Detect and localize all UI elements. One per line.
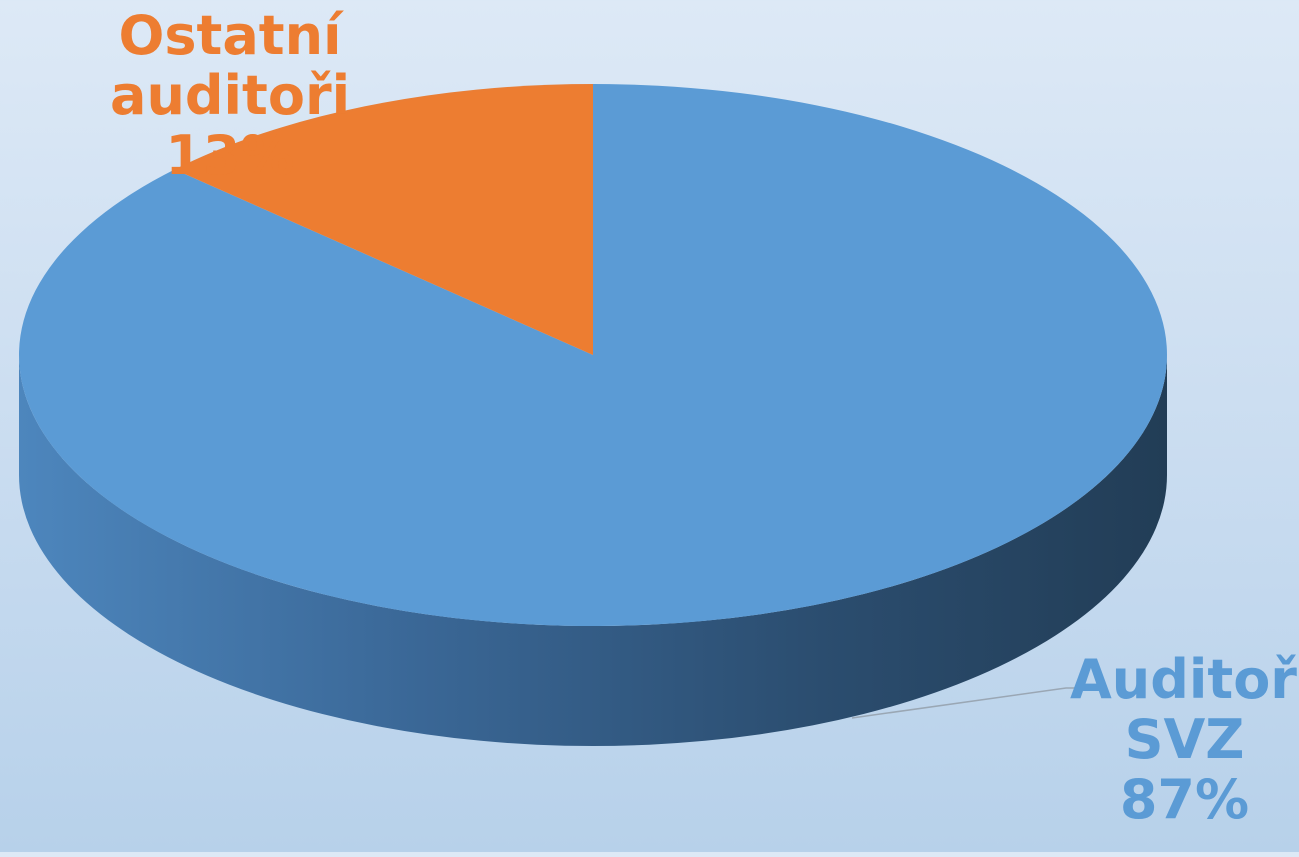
- pie-top-rim-shade: [19, 84, 1167, 626]
- slice-label-auditori-svz-line2: SVZ: [1124, 708, 1245, 771]
- slice-label-ostatni-pct: 13%: [165, 124, 295, 187]
- slice-label-auditori-svz-leader: [851, 687, 1076, 719]
- slice-label-ostatni-line2: auditoři: [110, 64, 351, 127]
- slice-label-ostatni-line1: Ostatní: [118, 4, 342, 67]
- slice-label-auditori-svz-line1: Auditoři: [1070, 648, 1299, 711]
- slice-label-auditori-svz-pct: 87%: [1119, 768, 1250, 831]
- slice-label-auditori-svz: Auditoři SVZ 87%: [1070, 650, 1299, 830]
- slice-label-ostatni: Ostatní auditoři 13%: [110, 6, 350, 186]
- pie-side-wall: [19, 355, 1167, 746]
